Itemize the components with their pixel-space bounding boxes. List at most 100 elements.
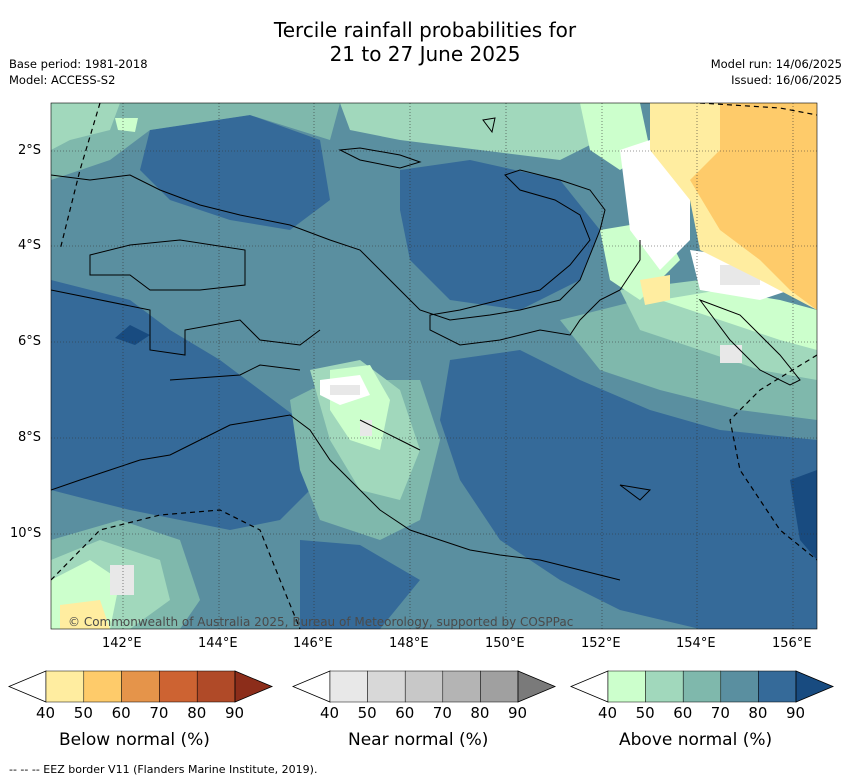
map-frame [50,102,818,630]
base-period: Base period: 1981-2018 [9,57,148,71]
colorbars [7,670,835,703]
above-colorbar-tick: 80 [748,704,768,722]
below-colorbar-segment [196,670,236,703]
near-colorbar-tick: 60 [395,704,415,722]
title-line-2: 21 to 27 June 2025 [329,42,521,66]
lon-label-144e: 144°E [198,636,238,651]
above-colorbar-segment [645,670,684,703]
issued-date: Issued: 16/06/2025 [731,73,842,87]
region-green-north [340,103,600,160]
above-colorbar-tick: 50 [635,704,655,722]
below-colorbar-tick: 50 [73,704,93,722]
eez-east [729,354,817,561]
region-pale-green-spot [115,118,138,132]
lat-label-4s: 4°S [18,238,42,253]
bougainville [698,298,801,386]
near-colorbar-tick: 40 [320,704,340,722]
eez-footer-note: -- -- -- EEZ border V11 (Flanders Marine… [9,763,318,776]
region-grey-east-2 [720,345,742,363]
near-colorbar-tick: 50 [357,704,377,722]
above-normal-title: Above normal (%) [619,730,773,750]
new-guinea-north-coast [51,169,641,346]
region-very-dark-blue [115,325,150,345]
graticule [51,103,817,629]
near-normal-title: Near normal (%) [348,730,489,750]
below-colorbar-segment [159,670,198,703]
province-border-1 [89,239,246,291]
small-island-north [482,117,496,134]
region-grey-central [330,385,360,395]
island-se [619,484,652,501]
region-yellow-spot [640,275,670,305]
above-colorbar-segment [720,670,759,703]
region-dark-blue-northwest [140,115,330,230]
lat-label-10s: 10°S [10,526,42,541]
region-dark-blue-north [400,160,600,310]
lon-label-150e: 150°E [485,636,525,651]
near-colorbar-tick: 80 [470,704,490,722]
province-border-4 [359,419,421,451]
province-border-3 [169,364,301,381]
below-colorbar-segment [83,670,122,703]
near-colorbar-tick: 70 [432,704,452,722]
meta-right: Model run: 14/06/2025 Issued: 16/06/2025 [711,56,842,88]
eez-borders [51,103,817,629]
title-line-1: Tercile rainfall probabilities for [273,18,577,42]
lat-label-6s: 6°S [18,334,42,349]
copyright-text: © Commonwealth of Australia 2025, Bureau… [68,615,573,629]
above-colorbar-tick: 70 [710,704,730,722]
near-colorbar-segment [480,670,519,703]
manus-island [338,147,422,169]
region-grey-sw [110,565,134,595]
below-colorbar-tick: 80 [187,704,207,722]
lon-label-152e: 152°E [581,636,621,651]
map-title: Tercile rainfall probabilities for 21 to… [0,18,850,66]
region-grey-central-2 [360,420,372,436]
below-colorbar-max-extend [234,670,274,703]
coastlines [51,117,801,581]
above-colorbar-segment [682,670,722,703]
above-colorbar-tick: 40 [598,704,618,722]
below-colorbar-tick: 90 [225,704,245,722]
model-run: Model run: 14/06/2025 [710,57,842,71]
region-dark-blue-south [300,540,420,629]
meta-left: Base period: 1981-2018 Model: ACCESS-S2 [9,56,148,88]
near-colorbar-tick: 90 [508,704,528,722]
lat-label-2s: 2°S [18,143,42,158]
region-yellow-sw [60,600,110,629]
below-normal-title: Below normal (%) [59,730,210,750]
lon-label-146e: 146°E [293,636,333,651]
near-colorbar-segment [367,670,406,703]
province-border-2 [51,289,321,356]
above-colorbar-tick: 90 [786,704,806,722]
below-colorbar-tick: 70 [149,704,169,722]
region-orange-ne [690,103,817,310]
below-colorbar-segment [121,670,160,703]
below-colorbar-segment [45,670,85,703]
lat-label-8s: 8°S [18,430,42,445]
map-area: © Commonwealth of Australia 2025, Bureau… [51,103,817,629]
near-colorbar-segment [329,670,368,703]
above-colorbar-segment [607,670,646,703]
above-colorbar-segment [758,670,797,703]
region-very-dark-blue-east [790,470,817,560]
below-colorbar-tick: 60 [111,704,131,722]
new-guinea-south-coast [51,414,621,581]
lon-label-154e: 154°E [676,636,716,651]
lon-label-142e: 142°E [102,636,142,651]
near-colorbar-segment [404,670,444,703]
above-colorbar-max-extend [795,670,835,703]
near-colorbar-min-extend [291,670,331,703]
eez-south [51,509,301,629]
near-colorbar-segment [442,670,481,703]
region-pale-green-east [660,290,817,350]
model-name: Model: ACCESS-S2 [9,73,116,87]
above-colorbar-tick: 60 [673,704,693,722]
near-colorbar-max-extend [517,670,557,703]
below-colorbar-min-extend [7,670,47,703]
lon-label-148e: 148°E [389,636,429,651]
region-green-northwest [51,103,120,150]
below-colorbar-tick: 40 [36,704,56,722]
lon-label-156e: 156°E [772,636,812,651]
